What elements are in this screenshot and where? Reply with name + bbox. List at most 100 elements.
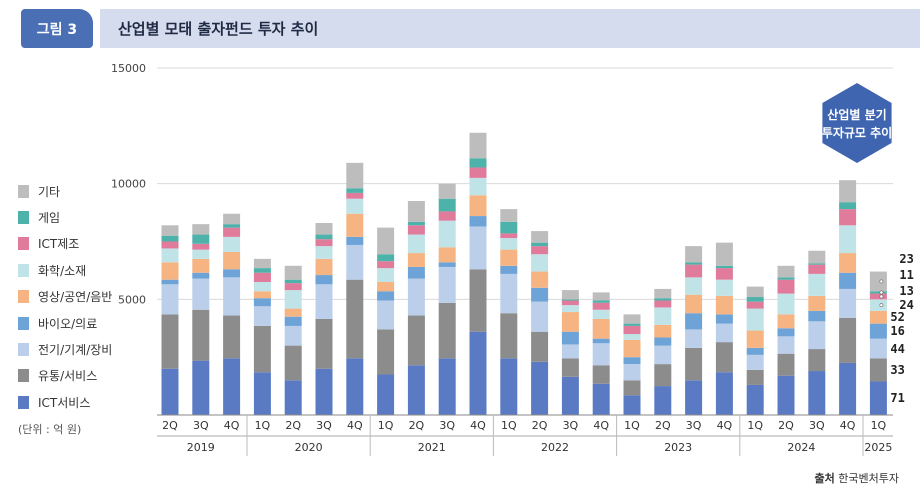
bar-segment bbox=[377, 374, 395, 415]
bar-segment bbox=[161, 284, 179, 315]
bar-segment bbox=[808, 263, 826, 265]
bar-segment bbox=[223, 227, 241, 237]
bar-segment bbox=[592, 292, 610, 301]
bar-segment bbox=[500, 265, 518, 274]
bar-segment bbox=[654, 300, 672, 308]
bar-segment bbox=[746, 286, 764, 298]
bar-segment bbox=[839, 180, 857, 203]
bar-segment bbox=[869, 323, 887, 339]
bar-segment bbox=[746, 301, 764, 309]
bar-segment bbox=[438, 266, 456, 303]
bar-segment bbox=[869, 293, 887, 300]
bar-segment bbox=[346, 192, 364, 199]
bar-segment bbox=[777, 314, 795, 329]
last-bar-value-label: 52 bbox=[890, 310, 904, 324]
legend-item: 영상/공연/음반 bbox=[18, 284, 112, 310]
bar-segment bbox=[654, 324, 672, 338]
bar-segment bbox=[500, 358, 518, 415]
legend-item: 바이오/의료 bbox=[18, 310, 112, 336]
bar-segment bbox=[685, 380, 703, 415]
x-tick-label: 1Q bbox=[624, 419, 640, 432]
bar-segment bbox=[407, 278, 425, 316]
bar-segment bbox=[469, 269, 487, 332]
bar-segment bbox=[746, 354, 764, 370]
bar-segment bbox=[654, 337, 672, 346]
x-tick-label: 2Q bbox=[778, 419, 794, 432]
bar-segment bbox=[253, 272, 271, 282]
bar-segment bbox=[869, 299, 887, 311]
bar-segment bbox=[808, 349, 826, 372]
x-tick-label: 4Q bbox=[224, 419, 240, 432]
last-bar-callout-label: 13 bbox=[899, 284, 913, 298]
bar-segment bbox=[561, 290, 579, 300]
bar-segment bbox=[161, 235, 179, 242]
bar-segment bbox=[561, 344, 579, 359]
callout-dot bbox=[879, 303, 884, 308]
bar-segment bbox=[192, 258, 210, 273]
bar-segment bbox=[438, 183, 456, 199]
bar-segment bbox=[407, 365, 425, 415]
bar-segment bbox=[623, 323, 641, 326]
bar-segment bbox=[253, 291, 271, 299]
bar-segment bbox=[192, 309, 210, 361]
bar-segment bbox=[531, 301, 549, 332]
bar-segment bbox=[623, 314, 641, 324]
x-tick-label: 3Q bbox=[439, 419, 455, 432]
bar-segment bbox=[161, 262, 179, 280]
bar-segment bbox=[808, 310, 826, 322]
bar-segment bbox=[839, 317, 857, 363]
bar-segment bbox=[531, 331, 549, 362]
legend-label: 영상/공연/음반 bbox=[38, 290, 113, 305]
bar-segment bbox=[407, 315, 425, 366]
bar-segment bbox=[777, 265, 795, 278]
bar-segment bbox=[746, 347, 764, 355]
chart-title: 산업별 모태 출자펀드 투자 추이 bbox=[118, 20, 319, 38]
bar-segment bbox=[438, 198, 456, 212]
last-bar-value-label: 16 bbox=[890, 324, 904, 338]
bar-segment bbox=[777, 375, 795, 415]
bar-segment bbox=[346, 198, 364, 214]
callout-dot bbox=[879, 279, 884, 284]
bar-segment bbox=[777, 336, 795, 354]
legend-item: ICT서비스 bbox=[18, 389, 112, 415]
bar-segment bbox=[284, 345, 302, 381]
legend-item: 유통/서비스 bbox=[18, 363, 112, 389]
bar-segment bbox=[377, 227, 395, 255]
bar-segment bbox=[223, 251, 241, 270]
last-bar-callout-label: 23 bbox=[899, 252, 913, 266]
legend-item: ICT제조 bbox=[18, 231, 112, 257]
bar-segment bbox=[869, 310, 887, 324]
bar-segment bbox=[777, 293, 795, 315]
legend-swatch bbox=[18, 343, 29, 357]
legend-label: 화학/소재 bbox=[38, 263, 87, 278]
y-tick-label: 10000 bbox=[111, 178, 146, 191]
bar-segment bbox=[284, 325, 302, 346]
bar-segment bbox=[438, 302, 456, 359]
bar-segment bbox=[284, 265, 302, 280]
year-label: 2025 bbox=[864, 441, 892, 454]
y-tick-label: 5000 bbox=[118, 293, 146, 306]
bar-segment bbox=[161, 368, 179, 415]
bar-segment bbox=[777, 279, 795, 294]
x-tick-label: 2Q bbox=[285, 419, 301, 432]
bar-segment bbox=[561, 299, 579, 301]
bar-segment bbox=[715, 295, 733, 315]
legend-swatch bbox=[18, 316, 29, 330]
bar-segment bbox=[746, 330, 764, 348]
bar-segment bbox=[685, 277, 703, 295]
bar-segment bbox=[808, 273, 826, 296]
bar-segment bbox=[531, 271, 549, 288]
bar-segment bbox=[839, 288, 857, 318]
bar-segment bbox=[715, 314, 733, 324]
legend-swatch bbox=[18, 237, 29, 251]
bar-segment bbox=[315, 368, 333, 415]
legend-label: 게임 bbox=[38, 211, 61, 226]
bar-segment bbox=[592, 383, 610, 415]
legend-item: 기타 bbox=[18, 178, 112, 204]
legend-item: 화학/소재 bbox=[18, 257, 112, 283]
bar-segment bbox=[839, 253, 857, 273]
bar-segment bbox=[253, 306, 271, 326]
bar-segment bbox=[623, 325, 641, 335]
bar-segment bbox=[192, 278, 210, 310]
bar-segment bbox=[315, 258, 333, 276]
